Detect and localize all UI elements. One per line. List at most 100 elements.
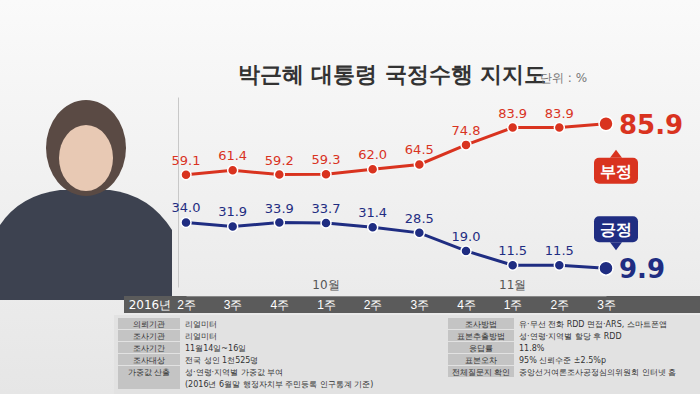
data-label: 59.3 [312,152,341,167]
x-tick-label: 2주 [364,298,383,312]
table-label: 조사기간 [133,344,165,353]
x-tick: 2주 [364,296,383,312]
table-label: 조사방법 [465,320,497,329]
x-tick-label: 3주 [597,298,616,312]
x-axis: 2주3주4주1주2주3주4주1주2주3주 [177,296,616,312]
table-value: 중앙선거여론조사공정심의위원회 인터넷 홈 [519,368,676,377]
table-label-cell [448,330,514,341]
table-value: 95% 신뢰수준 ±2.5%p [519,356,606,365]
series-marker [228,221,238,231]
series-marker [368,222,378,232]
series-marker [321,169,331,179]
legend-pointer [610,150,622,158]
series-marker [599,117,613,131]
x-tick: 4주 [270,296,289,312]
month-label: 10월 [312,278,339,292]
table-label-cell [118,354,180,365]
series-marker [274,170,284,180]
table-value: 리얼미터 [185,332,217,341]
series-line [186,124,606,175]
legend-pointer [610,242,622,250]
table-label: 표본추출방법 [457,332,505,341]
series-marker [554,123,564,133]
table-value: 유·무선 전화 RDD 면접·ARS, 스마트폰앱 [519,320,667,329]
x-tick: 3주 [597,296,616,312]
series-marker [461,246,471,256]
data-label: 59.2 [265,153,294,168]
table-value: 전국 성인 1천525명 [185,356,258,365]
series-marker [414,228,424,238]
x-axis-line [187,296,607,297]
table-label-cell [118,318,180,329]
year-label: 2016년 [129,298,172,312]
series-marker [414,159,424,169]
table-label: 가중값 산출 [128,368,171,377]
chart: 박근혜 대통령 국정수행 지지도단위 : %2016년2주3주4주1주2주3주4… [0,0,700,394]
x-tick-label: 4주 [457,298,476,312]
table-label: 표본오차 [465,356,497,365]
table-label-cell [118,342,180,353]
table-label: 응답률 [469,344,493,353]
table-label-cell [118,330,180,341]
table-label: 조사기관 [133,332,165,341]
data-label: 64.5 [405,142,434,157]
series-marker [181,217,191,227]
table-label-cell [448,318,514,329]
data-label: 33.9 [265,201,294,216]
month-label: 11월 [499,278,526,292]
data-labels: 59.1 61.4 59.2 59.3 62.0 64.5 74.8 83.9 83.9 85.9… [172,106,684,285]
x-axis-band [124,296,700,313]
table-value: 리얼미터 [185,320,217,329]
x-tick: 2주 [177,296,196,312]
series-marker [461,140,471,150]
series-marker [368,164,378,174]
table-value: 성·연령·지역별 할당 후 RDD [519,332,622,341]
x-tick-label: 4주 [270,298,289,312]
data-label: 34.0 [172,200,201,215]
table-value: 11.8% [519,344,545,353]
y-axis [178,98,179,288]
data-label: 62.0 [358,147,387,162]
data-label: 11.5 [545,243,574,258]
legend-label: 긍정 [600,220,632,239]
x-tick-label: 2주 [550,298,569,312]
table-value: (2016년 6월말 행정자치부 주민등록 인구통계 기준) [185,380,373,389]
table-background [114,315,700,394]
series-marker [599,261,613,275]
x-tick: 3주 [224,296,243,312]
x-tick: 1주 [504,296,523,312]
data-label: 11.5 [498,243,527,258]
series-marker [274,218,284,228]
plot-marks [181,117,613,275]
data-label: 83.9 [498,106,527,121]
x-tick: 4주 [457,296,476,312]
table-label: 전체질문지 확인 [452,368,511,377]
x-tick-label: 3주 [224,298,243,312]
series-marker [508,123,518,133]
data-label: 28.5 [405,211,434,226]
table-label-cell [448,342,514,353]
table-value: 성·연령·지역별 가중값 부여 [185,368,283,377]
data-label: 83.9 [545,106,574,121]
data-label: 59.1 [172,153,201,168]
x-tick-label: 2주 [177,298,196,312]
data-label: 31.4 [358,205,387,220]
table-label-cell [448,366,514,377]
data-label: 85.9 [619,110,683,140]
legend-box [594,158,638,184]
data-label: 74.8 [452,123,481,138]
data-label: 19.0 [452,229,481,244]
data-label: 31.9 [218,204,247,219]
x-tick-label: 3주 [410,298,429,312]
series-marker [554,260,564,270]
table-label-cell [448,354,514,365]
presenter-photo [0,100,172,300]
table-value: 11월14일~16일 [185,344,246,353]
series-marker [321,218,331,228]
data-label: 61.4 [218,148,247,163]
table-label: 조사대상 [133,356,165,365]
table-label-cell [118,366,180,389]
table-label: 의뢰기관 [133,320,165,329]
background [0,0,700,394]
series-line [186,222,606,268]
